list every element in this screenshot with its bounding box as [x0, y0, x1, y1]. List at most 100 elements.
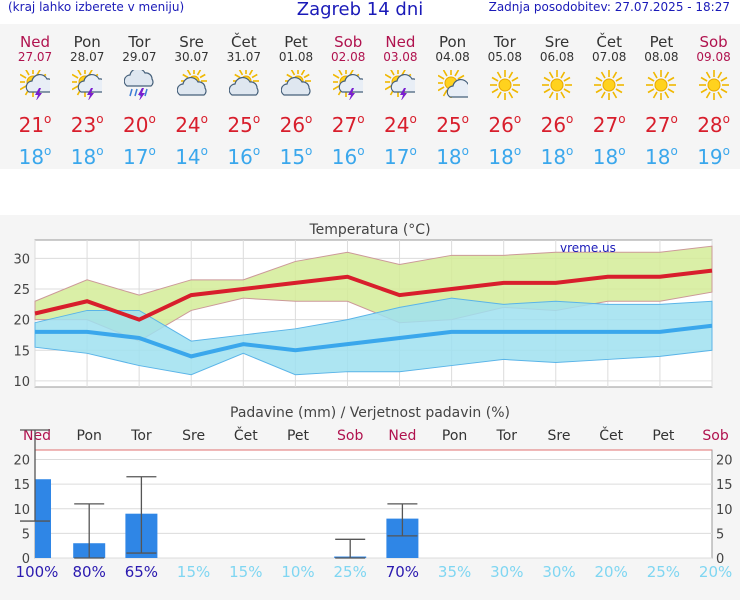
max-temp: 27o	[592, 112, 626, 137]
max-temp-line	[34, 268, 713, 322]
sun-icon	[688, 64, 740, 106]
sun-cloud-storm-icon	[322, 64, 374, 106]
day-name: Sob	[334, 33, 363, 51]
y-tick-label-right: 0	[716, 552, 724, 567]
sun-cloud-storm-icon	[374, 64, 426, 106]
sun-icon	[531, 64, 583, 106]
min-temp: 18o	[592, 144, 626, 169]
day-date: 07.08	[592, 50, 627, 64]
day-date: 29.07	[122, 50, 157, 64]
y-tick-label: 20	[13, 314, 30, 329]
x-category-label: Sob	[337, 428, 363, 444]
y-tick-label: 10	[13, 375, 30, 390]
day-date: 03.08	[383, 50, 418, 64]
max-temp: 26o	[488, 112, 522, 137]
y-tick-label: 10	[13, 503, 30, 518]
day-date: 31.07	[226, 50, 261, 64]
day-name: Čet	[596, 33, 622, 51]
day-column: Čet 07.08 27o 18o	[583, 24, 635, 170]
min-temp: 18o	[644, 144, 678, 169]
min-temp: 17o	[122, 144, 156, 169]
x-category-label: Tor	[496, 428, 518, 444]
day-date: 27.07	[17, 50, 53, 64]
x-category-label: Tor	[130, 428, 152, 444]
min-temp-line	[35, 323, 713, 359]
precip-probability: 15%	[229, 563, 262, 581]
day-column: Pet 08.08 27o 18o	[635, 24, 687, 170]
day-date: 28.07	[70, 50, 105, 64]
day-name: Ned	[385, 33, 416, 51]
x-category-label: Ned	[23, 428, 51, 444]
graphs-panel: 10 15 20 25 30 Temperatura (°C) vreme.us Padav…	[0, 215, 740, 600]
header-bar: (kraj lahko izberete v meniju) Zagreb 14…	[0, 0, 740, 22]
min-temp: 18o	[18, 144, 52, 169]
max-temp: 20o	[122, 112, 156, 137]
precip-probability: 100%	[16, 563, 59, 581]
y-tick-label-right: 10	[716, 503, 733, 518]
precip-probability: 65%	[125, 563, 158, 581]
y-tick-label-right: 15	[716, 478, 733, 493]
day-name: Tor	[128, 33, 151, 51]
y-tick-label: 0	[22, 552, 30, 567]
day-column: Čet 31.07 25o 16o	[218, 24, 270, 170]
precip-probability: 10%	[281, 563, 314, 581]
x-category-label: Ned	[388, 428, 416, 444]
day-date: 09.08	[696, 50, 731, 64]
day-name: Sob	[699, 33, 728, 51]
partly-cloudy-icon	[218, 64, 270, 106]
max-temp: 25o	[436, 112, 469, 137]
location-hint[interactable]: (kraj lahko izberete v meniju)	[8, 0, 185, 14]
cloud-rain-storm-icon	[113, 64, 165, 106]
y-tick-label: 15	[13, 478, 30, 493]
day-date: 01.08	[278, 50, 314, 64]
day-name: Čet	[231, 33, 257, 51]
day-name: Pon	[438, 33, 467, 51]
x-category-label: Čet	[599, 426, 623, 444]
max-temp: 25o	[227, 112, 261, 137]
max-temp: 27o	[644, 112, 678, 137]
precip-probability: 30%	[490, 563, 523, 581]
precip-probability: 25%	[334, 563, 367, 581]
max-temp: 24o	[175, 112, 208, 137]
sun-small-cloud-icon	[427, 64, 479, 106]
precip-probability: 35%	[438, 563, 471, 581]
day-name: Pet	[649, 33, 674, 51]
y-tick-label: 30	[13, 252, 30, 267]
min-temp: 18o	[436, 144, 469, 169]
min-temp: 19o	[697, 144, 730, 169]
precipitation-chart-title: Padavine (mm) / Verjetnost padavin (%)	[230, 405, 510, 421]
x-category-label: Pet	[652, 428, 675, 444]
day-date: 06.08	[539, 50, 575, 64]
max-temp: 26o	[540, 112, 574, 137]
day-name: Sre	[544, 33, 570, 51]
x-category-label: Sre	[182, 428, 205, 444]
precip-probability: 20%	[595, 563, 628, 581]
max-temp: 24o	[383, 112, 417, 137]
sun-cloud-storm-icon	[61, 64, 113, 106]
x-category-label: Čet	[234, 426, 258, 444]
sun-icon	[479, 64, 531, 106]
min-temp: 16o	[331, 144, 365, 169]
precip-probability: 20%	[699, 563, 732, 581]
day-column: Pon 04.08 25o 18o	[427, 24, 479, 170]
day-column: Sob 09.08 28o 19o	[688, 24, 740, 170]
x-category-label: Pon	[442, 428, 467, 444]
y-tick-label: 25	[13, 283, 30, 298]
day-name: Tor	[493, 33, 516, 51]
sun-icon	[635, 64, 687, 106]
min-temp: 18o	[488, 144, 522, 169]
partly-cloudy-icon	[270, 64, 322, 106]
day-date: 04.08	[435, 50, 470, 64]
min-temp-range	[34, 297, 713, 376]
day-column: Sre 30.07 24o 14o	[166, 24, 218, 170]
page-title: Zagreb 14 dni	[296, 0, 424, 20]
day-column: Sob 02.08 27o 16o	[322, 24, 374, 170]
day-column: Ned 27.07 21o 18o	[9, 24, 61, 170]
last-updated: Zadnja posodobitev: 27.07.2025 - 18:27	[488, 0, 730, 14]
x-category-label: Pet	[287, 428, 310, 444]
precip-probability: 30%	[542, 563, 575, 581]
day-column: Pet 01.08 26o 15o	[270, 24, 322, 170]
day-column: Tor 29.07 20o 17o	[113, 24, 165, 170]
day-column: Sre 06.08 26o 18o	[531, 24, 583, 170]
min-temp: 15o	[279, 144, 313, 169]
